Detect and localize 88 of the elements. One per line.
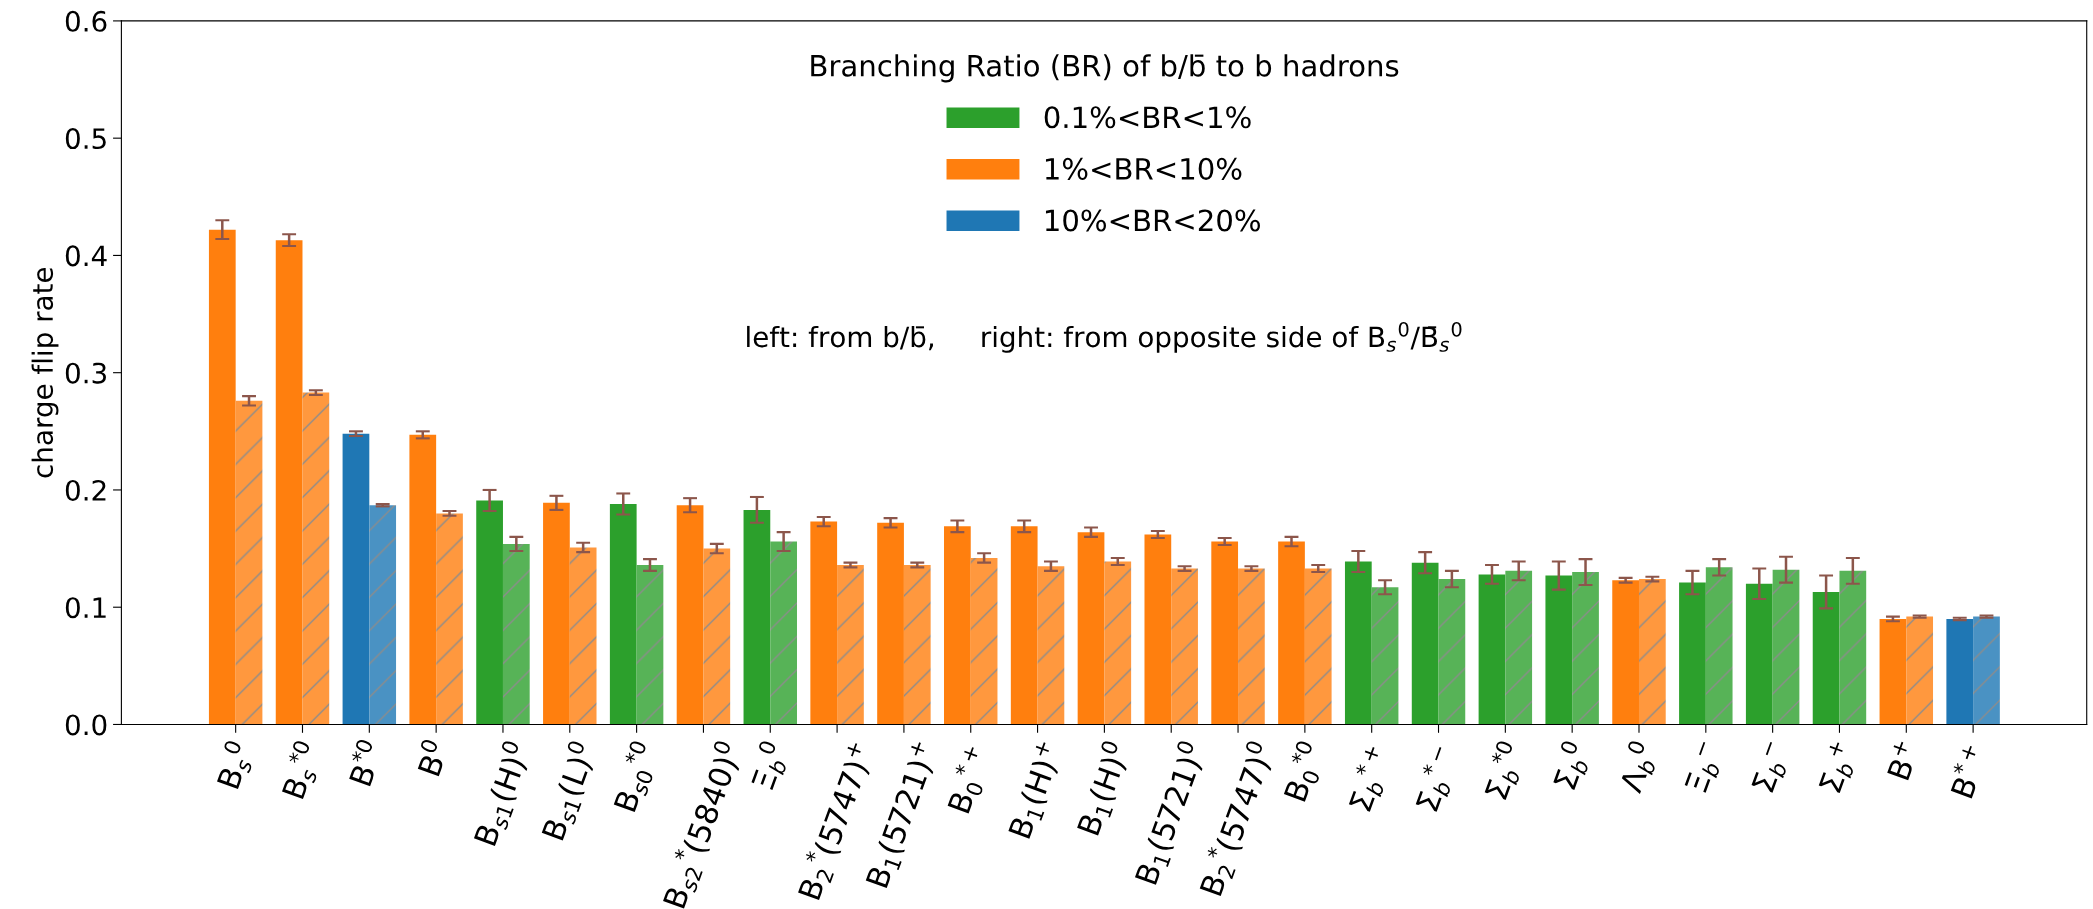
bar (1839, 570, 1867, 725)
bar (810, 521, 838, 725)
x-tick-label: B$_{s1}$(H)$^{0}$ (468, 739, 536, 848)
bar (1278, 541, 1305, 725)
bar (1371, 587, 1399, 725)
x-tick-label: Ξ$_{b}$$^{−}$ (1684, 741, 1727, 795)
bar (1104, 561, 1132, 725)
bar (1973, 616, 2000, 725)
bar (1505, 570, 1533, 725)
y-tick-label: 0.2 (65, 479, 106, 501)
bar (275, 240, 303, 725)
bar (609, 504, 637, 725)
bar (208, 229, 236, 725)
y-tick-label: 0.5 (65, 128, 106, 150)
bar (543, 502, 570, 725)
bar (636, 565, 664, 725)
legend-title: Branching Ratio (BR) of b/b̄ to b hadrons (811, 54, 1399, 83)
x-tick-label: B$_{1}$(H)$^{0}$ (1072, 739, 1135, 838)
bar (1304, 568, 1332, 725)
bar (1171, 568, 1198, 725)
x-tick-label: Σ$_{b}$$^{*+}$ (1343, 744, 1396, 814)
x-tick-label: Σ$_{b}$$^{0}$ (1548, 739, 1595, 792)
x-tick-label: B$_{1}$(H)$^{+}$ (1005, 740, 1067, 841)
legend-label: 1%<BR<10% (1045, 157, 1242, 180)
legend-label: 10%<BR<20% (1045, 209, 1260, 232)
bar (1705, 567, 1733, 725)
bar (1238, 568, 1265, 725)
bar (1438, 579, 1466, 725)
bar (676, 505, 704, 725)
bar (1572, 572, 1599, 725)
bar (1745, 583, 1773, 725)
bar (1077, 532, 1105, 725)
y-tick-label: 0.0 (65, 714, 107, 736)
bar (1679, 582, 1706, 725)
y-tick-label: 0.4 (65, 245, 107, 267)
bar (235, 400, 263, 725)
bar (1037, 566, 1065, 725)
bar (1906, 616, 1934, 725)
bar (743, 509, 771, 725)
bar (502, 543, 530, 725)
x-tick-label: Σ$_{b}$$^{+}$ (1816, 740, 1861, 795)
bar (369, 505, 397, 725)
bar (1946, 618, 1974, 725)
bar (944, 526, 971, 725)
x-tick-label: B$_{0}$$^{*+}$ (942, 744, 996, 816)
bar (409, 434, 437, 725)
y-tick-label: 0.1 (65, 597, 106, 619)
bar (476, 500, 503, 725)
bar (770, 541, 797, 725)
bar (1812, 591, 1840, 725)
y-tick-label: 0.6 (65, 10, 107, 32)
bar (569, 547, 597, 725)
x-tick-label: Σ$_{b}$$^{−}$ (1751, 741, 1794, 795)
y-axis-title: charge flip rate (31, 267, 59, 478)
bar (970, 557, 998, 725)
x-tick-label: B$_{0}$$^{*0}$ (1278, 739, 1329, 804)
bar (1211, 541, 1239, 725)
x-tick-label: B$^{*+}$ (1945, 743, 1989, 799)
bar (1772, 569, 1800, 725)
bar (1478, 574, 1506, 725)
x-tick-label: B$^{0}$ (412, 738, 450, 777)
bar (1144, 534, 1172, 725)
x-tick-label: B$^{+}$ (1884, 739, 1920, 781)
bar (837, 565, 864, 725)
bar (342, 433, 370, 725)
y-tick-label: 0.3 (65, 362, 106, 384)
bar (1411, 562, 1439, 725)
bar (1344, 561, 1372, 725)
bar (703, 548, 731, 725)
legend-label: 0.1%<BR<1% (1044, 106, 1251, 129)
x-tick-label: Σ$_{b}$$^{*0}$ (1479, 739, 1530, 802)
bar (877, 522, 904, 725)
x-tick-label: Σ$_{b}$$^{*−}$ (1410, 744, 1463, 814)
bar (1879, 618, 1907, 725)
x-tick-label: B$^{*0}$ (344, 738, 385, 787)
bar (302, 392, 330, 725)
bar (1545, 575, 1573, 725)
bar (1638, 579, 1666, 725)
bar (903, 565, 931, 725)
bar (1612, 580, 1639, 725)
x-tick-label: B$_{s1}$(L)$^{0}$ (536, 739, 601, 843)
x-tick-label: Ξ$_{b}$$^{0}$ (746, 739, 793, 792)
bar (436, 513, 463, 725)
x-tick-label: Λ$_{b}$$^{0}$ (1614, 739, 1662, 796)
annotation: left: from b/b̄, right: from opposite side of B$_{s}$$^{0}$/B̄$_{s}$$^{0}$ (747, 321, 1462, 353)
x-tick-label: B$_{s}$$^{*0}$ (277, 739, 327, 801)
x-tick-label: B$_{s}$$^{0}$ (212, 739, 258, 791)
bar (1010, 526, 1038, 725)
